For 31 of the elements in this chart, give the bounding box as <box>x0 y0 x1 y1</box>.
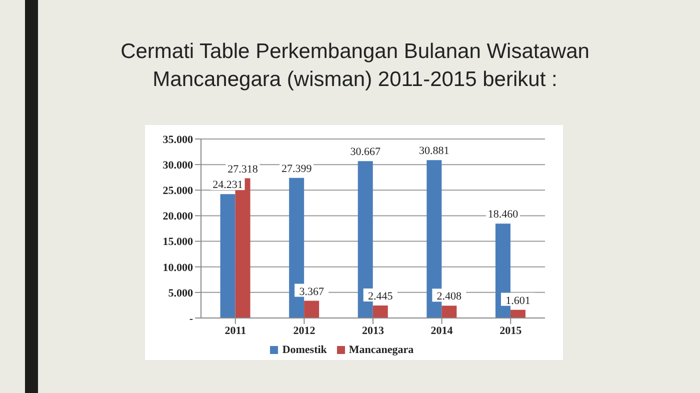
x-tick-label: 2011 <box>224 324 246 337</box>
data-label: 30.881 <box>419 145 450 158</box>
chart-title: Cermati Table Perkembangan Bulanan Wisatawan Mancanegara (wisman) 2011-2015 berikut : <box>120 39 590 93</box>
y-tick-label: 35.000 <box>162 134 194 146</box>
legend-label: Mancanegara <box>348 344 414 356</box>
legend-label: Domestik <box>282 344 327 356</box>
bar <box>442 306 457 318</box>
bar <box>372 305 388 318</box>
data-label: 30.667 <box>350 146 381 158</box>
data-label: 2.408 <box>436 290 462 303</box>
bar <box>510 310 526 318</box>
y-tick-label: 20.000 <box>162 210 194 223</box>
y-tick-label: 15.000 <box>162 236 194 248</box>
y-tick-label: - <box>189 312 194 325</box>
y-tick-label: 10.000 <box>162 262 194 274</box>
bar <box>220 194 236 318</box>
data-label: 18.460 <box>488 208 519 221</box>
y-tick-label: 25.000 <box>162 185 194 198</box>
data-label: 24.231 <box>212 179 243 192</box>
data-label: 27.318 <box>228 163 258 176</box>
x-tick-label: 2014 <box>430 324 454 337</box>
x-tick-label: 2015 <box>500 324 522 337</box>
data-label: 3.367 <box>299 286 324 298</box>
x-tick-label: 2013 <box>362 324 384 337</box>
y-tick-label: 5.000 <box>168 287 194 300</box>
bar <box>304 300 320 318</box>
y-tick-label: 30.000 <box>162 159 194 172</box>
data-label: 2.445 <box>368 290 394 302</box>
x-tick-label: 2012 <box>293 324 316 337</box>
data-label: 27.399 <box>281 162 312 175</box>
data-label: 1.601 <box>506 294 530 307</box>
